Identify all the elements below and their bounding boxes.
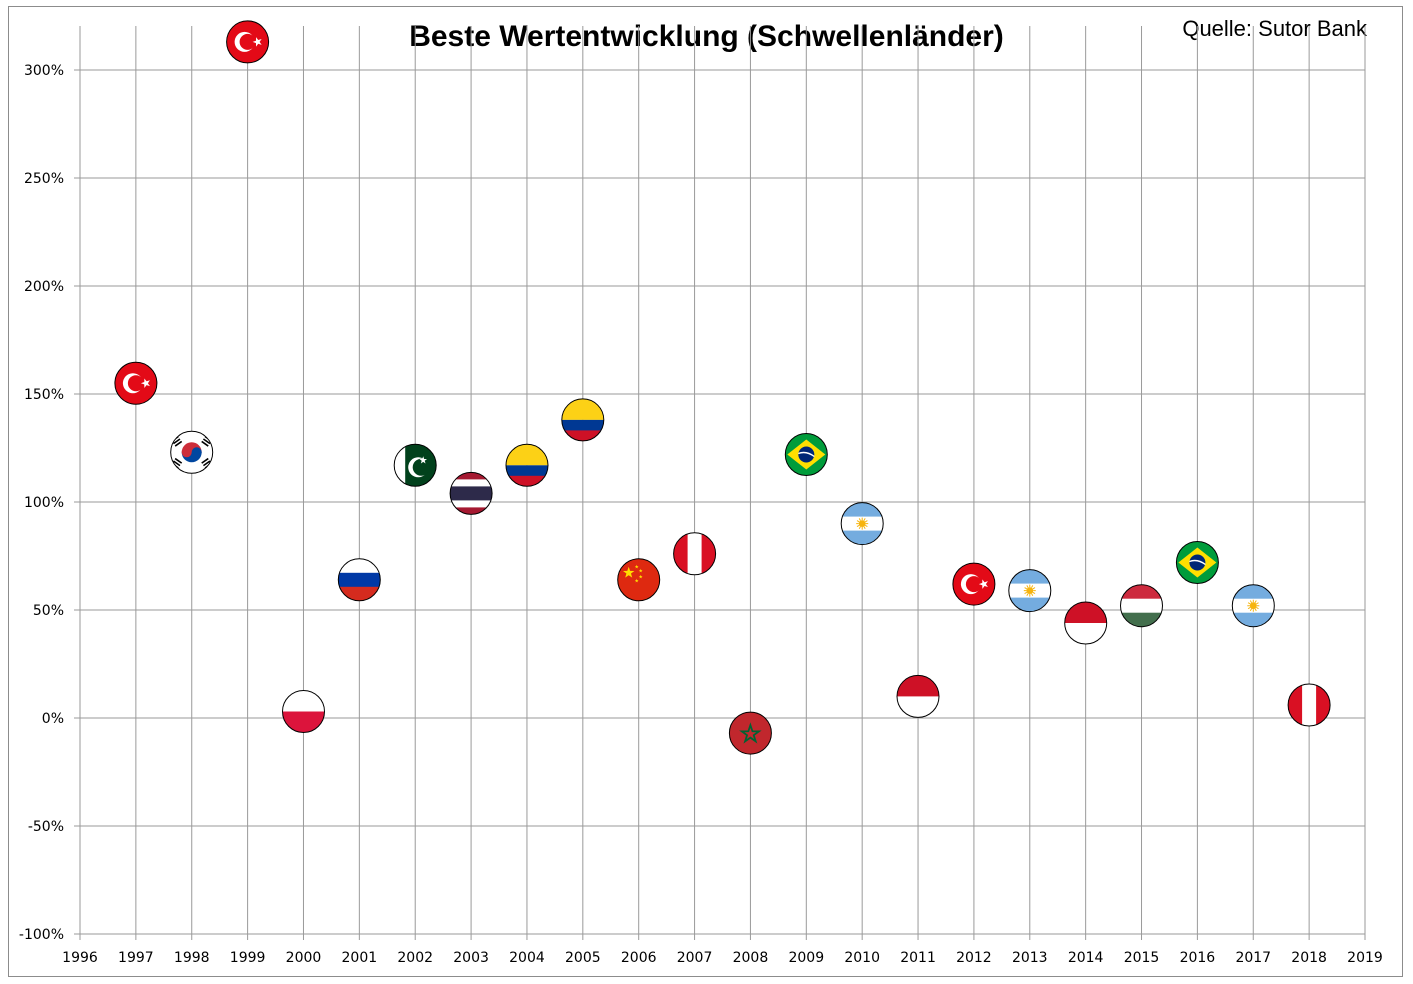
- data-point: [840, 502, 884, 546]
- russia-flag-icon: [338, 558, 381, 601]
- x-tick-label: 2003: [453, 950, 489, 966]
- data-point: [1008, 569, 1052, 613]
- colombia-flag-icon: [506, 444, 548, 487]
- data-point: [728, 711, 772, 755]
- x-tick-label: 1999: [230, 950, 266, 966]
- turkey-flag-icon: [114, 362, 157, 405]
- y-tick-label: 300%: [24, 63, 64, 79]
- data-point: [505, 443, 549, 487]
- data-point: [952, 562, 996, 606]
- x-tick-label: 2011: [900, 950, 936, 966]
- colombia-flag-icon: [561, 398, 604, 441]
- x-tick-label: 2014: [1068, 950, 1104, 966]
- y-tick-label: 250%: [24, 171, 64, 187]
- chart-title: Beste Wertentwicklung (Schwellenländer): [409, 20, 1004, 53]
- x-tick-label: 1997: [118, 950, 154, 966]
- data-point: [561, 398, 605, 442]
- y-tick-label: 100%: [24, 495, 64, 511]
- argentina-flag-icon: [841, 502, 884, 545]
- y-tick-label: 50%: [33, 603, 64, 619]
- x-tick-label: 2010: [844, 950, 880, 966]
- x-tick-label: 2000: [286, 950, 322, 966]
- x-tick-label: 2005: [565, 950, 601, 966]
- hungary-flag-icon: [1120, 584, 1163, 627]
- chart-source: Quelle: Sutor Bank: [1182, 16, 1367, 41]
- data-point: [617, 558, 661, 602]
- y-tick-label: -50%: [28, 819, 64, 835]
- data-point: [1064, 601, 1108, 645]
- x-tick-label: 1996: [62, 950, 98, 966]
- data-point: [449, 471, 493, 515]
- x-tick-label: 2001: [342, 950, 378, 966]
- china-flag-icon: [617, 558, 660, 601]
- chart-frame: [8, 6, 1403, 977]
- data-point: [1120, 584, 1163, 628]
- brazil-flag-icon: [1176, 541, 1219, 584]
- y-tick-label: -100%: [19, 927, 64, 943]
- x-tick-label: 2015: [1124, 950, 1160, 966]
- data-point: [673, 532, 717, 576]
- data-point: [784, 433, 828, 476]
- data-point: [114, 361, 158, 405]
- peru-flag-icon: [1288, 684, 1331, 726]
- x-tick-label: 2019: [1347, 950, 1383, 966]
- argentina-flag-icon: [1232, 584, 1275, 627]
- indonesia-flag-icon: [1064, 602, 1107, 644]
- data-point: [1231, 584, 1275, 628]
- x-tick-label: 2012: [956, 950, 992, 966]
- data-point: [170, 430, 214, 474]
- x-tick-label: 2018: [1291, 950, 1327, 966]
- data-point: [1287, 683, 1331, 727]
- data-point: [1175, 541, 1219, 584]
- poland-flag-icon: [282, 690, 325, 733]
- south-korea-flag-icon: [170, 431, 213, 474]
- x-tick-label: 2016: [1180, 950, 1216, 966]
- data-point: [226, 20, 270, 64]
- x-tick-label: 2008: [733, 950, 769, 966]
- x-tick-label: 2007: [677, 950, 713, 966]
- data-point: [393, 443, 437, 487]
- brazil-flag-icon: [785, 433, 828, 476]
- x-tick-label: 2013: [1012, 950, 1048, 966]
- data-point: [337, 558, 381, 602]
- x-tick-label: 2006: [621, 950, 657, 966]
- y-tick-label: 150%: [24, 387, 64, 403]
- x-tick-label: 1998: [174, 950, 210, 966]
- y-tick-label: 200%: [24, 279, 64, 295]
- indonesia-flag-icon: [897, 675, 939, 718]
- data-point: [282, 690, 325, 733]
- peru-flag-icon: [673, 532, 716, 575]
- thailand-flag-icon: [450, 472, 493, 515]
- x-tick-label: 2017: [1235, 950, 1271, 966]
- x-tick-label: 2002: [397, 950, 433, 966]
- pakistan-flag-icon: [394, 444, 437, 487]
- x-tick-label: 2009: [788, 950, 824, 966]
- turkey-flag-icon: [952, 563, 995, 606]
- argentina-flag-icon: [1008, 569, 1051, 612]
- y-tick-label: 0%: [42, 711, 64, 727]
- x-tick-label: 2004: [509, 950, 545, 966]
- turkey-flag-icon: [226, 20, 269, 63]
- data-point: [896, 674, 940, 718]
- morocco-flag-icon: [729, 712, 772, 755]
